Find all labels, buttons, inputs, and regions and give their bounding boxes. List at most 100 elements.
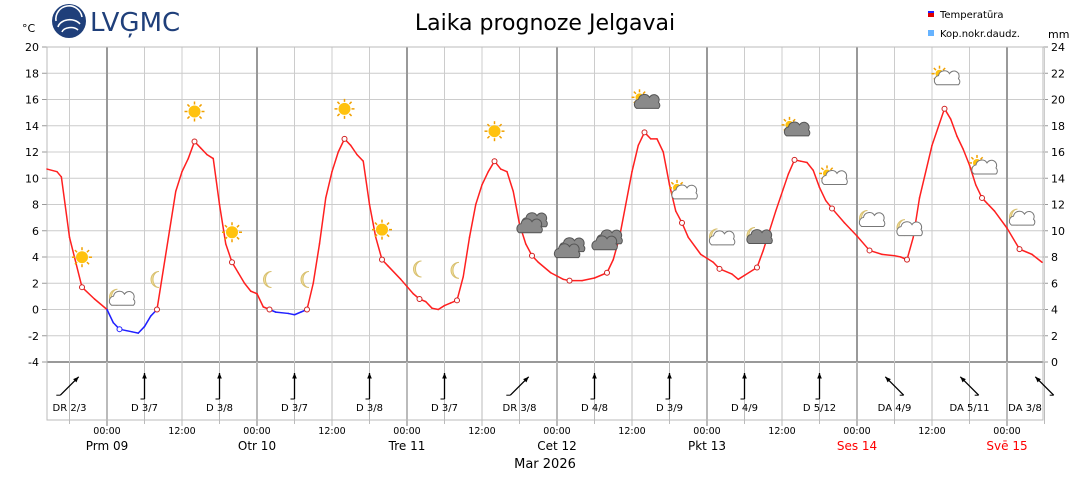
day-label: Otr 10 bbox=[238, 439, 276, 453]
y-right-unit: mm bbox=[1048, 28, 1069, 41]
legend-swatch-precipitation bbox=[928, 30, 934, 36]
sun-ray bbox=[498, 135, 503, 139]
temperature-segment bbox=[506, 170, 514, 193]
y-left-unit: °C bbox=[22, 22, 36, 35]
y-right-tick-label: 0 bbox=[1051, 356, 1058, 369]
temperature-marker bbox=[529, 252, 535, 259]
temperature-segment bbox=[1006, 227, 1021, 250]
temperature-segment bbox=[156, 269, 164, 311]
wind-label: DA 4/9 bbox=[878, 403, 912, 414]
y-right-tick-label: 22 bbox=[1051, 67, 1065, 80]
wind-item: DA 5/11 bbox=[950, 376, 990, 414]
temperature-segment bbox=[187, 140, 196, 160]
temperature-segment bbox=[581, 277, 596, 282]
cloud-shape bbox=[971, 159, 998, 175]
sun-ray bbox=[74, 249, 78, 253]
temperature-segment bbox=[137, 325, 146, 334]
y-right-tick-label: 16 bbox=[1051, 146, 1065, 159]
cloud-shape bbox=[108, 290, 136, 306]
y-tick-label: 18 bbox=[25, 67, 39, 80]
temperature-segment bbox=[812, 169, 821, 189]
wind-arrowhead bbox=[217, 373, 222, 379]
wind-item: D 3/8 bbox=[356, 373, 383, 414]
wind-arrowhead bbox=[1035, 376, 1041, 383]
wind-label: DA 5/11 bbox=[950, 403, 990, 414]
wind-arrowhead bbox=[73, 376, 79, 383]
temperature-segment bbox=[68, 236, 83, 288]
wind-label: DA 3/8 bbox=[1008, 403, 1042, 414]
wind-item: D 5/12 bbox=[803, 373, 836, 414]
x-tick-label: 00:00 bbox=[543, 426, 570, 437]
y-tick-label: -2 bbox=[28, 330, 39, 343]
day-label: Pkt 13 bbox=[688, 439, 726, 453]
temperature-segment bbox=[731, 273, 739, 281]
sun-ray bbox=[670, 181, 674, 185]
logo-text: LVĢMC bbox=[90, 8, 180, 38]
y-right-tick-label: 4 bbox=[1051, 304, 1058, 317]
y-right-tick-label: 8 bbox=[1051, 251, 1058, 264]
temperature-segment bbox=[950, 118, 958, 137]
temperature-segment bbox=[1031, 253, 1043, 263]
wind-arrowhead bbox=[667, 373, 672, 379]
sun-ray bbox=[498, 123, 503, 127]
x-tick-label: 00:00 bbox=[93, 426, 120, 437]
sun-ray bbox=[933, 67, 937, 71]
temperature-segment bbox=[687, 236, 702, 256]
temperature-segment bbox=[162, 230, 171, 271]
sun-ray bbox=[830, 167, 834, 171]
y-right-tick-label: 2 bbox=[1051, 330, 1058, 343]
day-label: Cet 12 bbox=[537, 439, 577, 453]
x-tick-label: 12:00 bbox=[318, 426, 345, 437]
y-tick-label: 6 bbox=[32, 225, 39, 238]
moon-icon bbox=[450, 261, 460, 279]
legend-swatch-temperature bbox=[928, 11, 934, 17]
y-tick-label: 16 bbox=[25, 94, 39, 107]
temperature-segment bbox=[218, 203, 227, 245]
y-tick-label: 20 bbox=[25, 41, 39, 54]
temperature-segment bbox=[831, 207, 846, 224]
temperature-segment bbox=[318, 197, 327, 245]
sun-ray bbox=[224, 236, 228, 240]
cloud-shape bbox=[591, 235, 618, 251]
temperature-segment bbox=[475, 184, 483, 206]
sun-disc bbox=[338, 102, 351, 115]
temperature-segment bbox=[906, 236, 914, 261]
y-right-tick-label: 18 bbox=[1051, 120, 1065, 133]
sun-cloud-icon bbox=[819, 165, 848, 185]
sun-ray bbox=[386, 222, 390, 226]
sun-cloud-icon bbox=[931, 65, 961, 86]
temperature-segment bbox=[131, 331, 139, 334]
temperature-segment bbox=[818, 186, 827, 202]
cloud-shape bbox=[821, 170, 848, 185]
legend-label-precipitation: Kop.nokr.daudz. bbox=[940, 29, 1020, 40]
temperature-segment bbox=[993, 210, 1008, 229]
temperature-marker bbox=[229, 259, 235, 266]
temperature-segment bbox=[800, 160, 808, 164]
temperature-segment bbox=[331, 151, 339, 173]
temperature-segment bbox=[212, 157, 221, 206]
wind-arrowhead bbox=[817, 373, 822, 379]
y-tick-label: 10 bbox=[25, 172, 39, 185]
moon-shape bbox=[413, 260, 422, 278]
sun-icon bbox=[222, 222, 242, 243]
x-tick-label: 12:00 bbox=[618, 426, 645, 437]
legend: Temperatūra Kop.nokr.daudz. bbox=[928, 10, 1020, 40]
wind-arrowhead bbox=[442, 373, 447, 379]
temperature-segment bbox=[843, 222, 858, 237]
sun-ray bbox=[820, 167, 824, 171]
temperature-segment bbox=[456, 275, 464, 302]
sun-ray bbox=[198, 115, 203, 120]
y-right-tick-label: 10 bbox=[1051, 225, 1065, 238]
sun-ray bbox=[942, 67, 946, 71]
y-right-tick-label: 12 bbox=[1051, 199, 1065, 212]
cloud-shape bbox=[746, 229, 773, 244]
temperature-segment bbox=[106, 308, 114, 324]
sun-ray bbox=[198, 103, 203, 108]
day-label: Svē 15 bbox=[986, 439, 1027, 453]
temperature-segment bbox=[700, 253, 714, 263]
y-right-tick-label: 20 bbox=[1051, 94, 1065, 107]
temperature-marker bbox=[566, 277, 573, 284]
legend-label-temperature: Temperatūra bbox=[939, 10, 1004, 21]
sun-darkcloud-icon bbox=[781, 116, 811, 137]
